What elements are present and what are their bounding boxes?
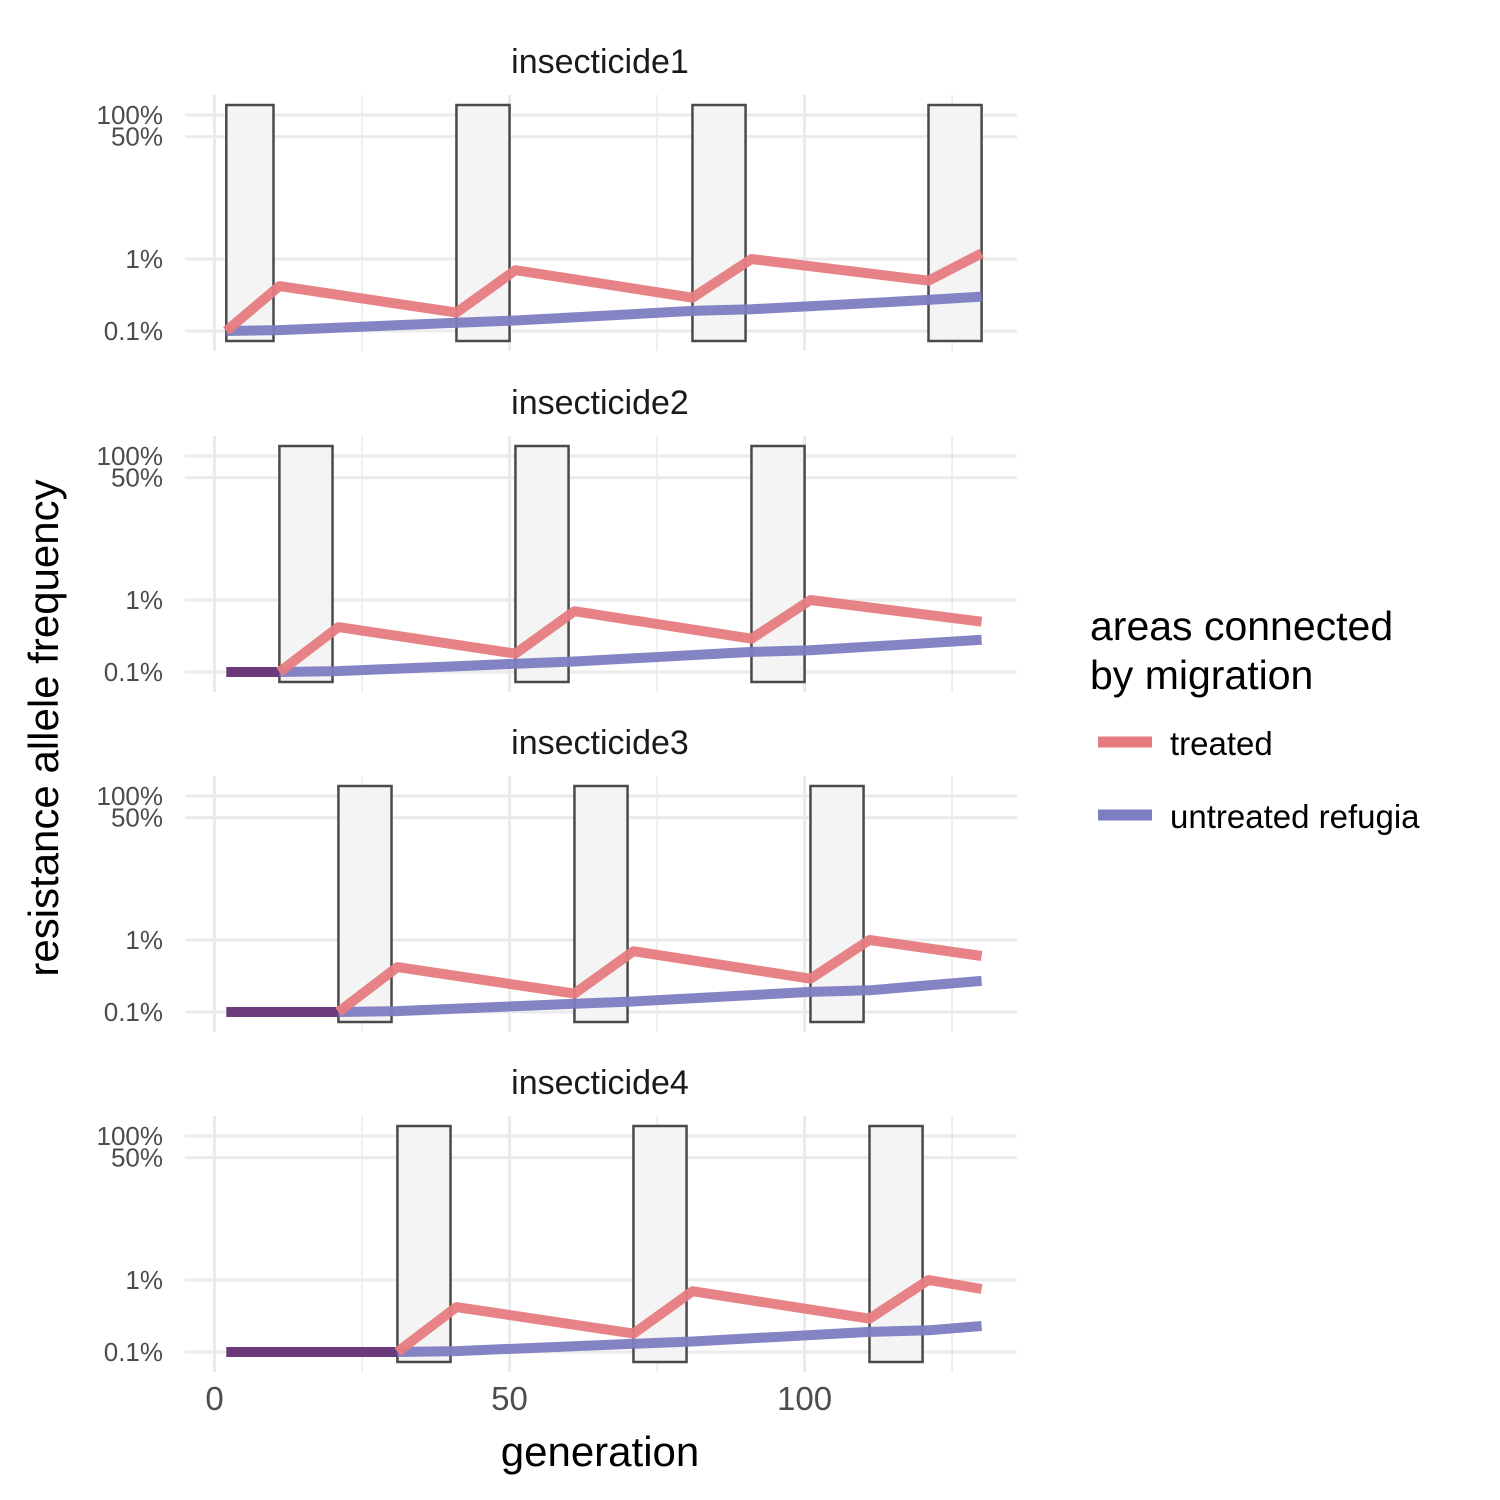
y-tick-label: 100% [97, 781, 164, 811]
panel-title: insecticide4 [511, 1064, 689, 1102]
y-tick-label: 0.1% [104, 997, 163, 1027]
y-axis-title: resistance allele frequency [20, 479, 67, 976]
treatment-window [809, 784, 865, 1024]
treatment-window [927, 103, 983, 343]
y-tick-label: 100% [97, 441, 164, 471]
y-tick-label: 50% [111, 122, 163, 152]
series-line-treated [276, 595, 983, 676]
treatment-window [750, 444, 806, 684]
y-tick-label: 0.1% [104, 1337, 163, 1367]
series-line-treated [335, 935, 983, 1016]
series-line-treated [394, 1275, 983, 1356]
x-axis-ticks: 0 50 100 [205, 1380, 832, 1417]
facet-panels: insecticide10.1%1%50%100%insecticide20.1… [97, 43, 1017, 1372]
panel-insecticide1: insecticide1 0.1% 1% 50%100% [97, 43, 1017, 351]
legend-title-line-2: by migration [1090, 652, 1313, 698]
legend-label-treated: treated [1170, 725, 1273, 762]
y-tick-label: 1% [125, 1265, 163, 1295]
x-tick-label: 0 [205, 1380, 223, 1417]
x-tick-label: 50 [491, 1380, 528, 1417]
treatment-window [691, 103, 747, 343]
series-line-untreated-refugia [226, 291, 982, 336]
legend: areas connected by migration treated unt… [1090, 603, 1420, 835]
panel-insecticide3: insecticide3 0.1% 1% 50%100% [97, 724, 1017, 1032]
y-tick-label: 0.1% [104, 657, 163, 687]
treatment-window [868, 1124, 924, 1364]
panel-insecticide2: insecticide2 0.1% 1% 50%100% [97, 384, 1017, 692]
y-tick-label: 1% [125, 925, 163, 955]
y-tick-label: 50% [111, 803, 163, 833]
y-tick-label: 50% [111, 1143, 163, 1173]
panel-insecticide4: insecticide4 0.1% 1% 50%100% [97, 1064, 1017, 1372]
y-tick-label: 100% [97, 100, 164, 130]
panel-title: insecticide2 [511, 384, 689, 422]
legend-title-line-1: areas connected [1090, 603, 1393, 649]
legend-label-untreated-refugia: untreated refugia [1170, 798, 1420, 835]
series-line-untreated-refugia [338, 975, 983, 1017]
x-axis-title: generation [501, 1428, 700, 1475]
panel-title: insecticide1 [511, 43, 689, 81]
panel-title: insecticide3 [511, 724, 689, 762]
x-tick-label: 100 [777, 1380, 832, 1417]
y-tick-label: 1% [125, 244, 163, 274]
y-tick-label: 50% [111, 463, 163, 493]
y-tick-label: 100% [97, 1121, 164, 1151]
y-tick-label: 0.1% [104, 316, 163, 346]
y-tick-label: 1% [125, 585, 163, 615]
series-line-untreated-refugia [279, 634, 982, 677]
series-line-untreated-refugia [397, 1321, 983, 1357]
series-line-treated [223, 248, 984, 335]
